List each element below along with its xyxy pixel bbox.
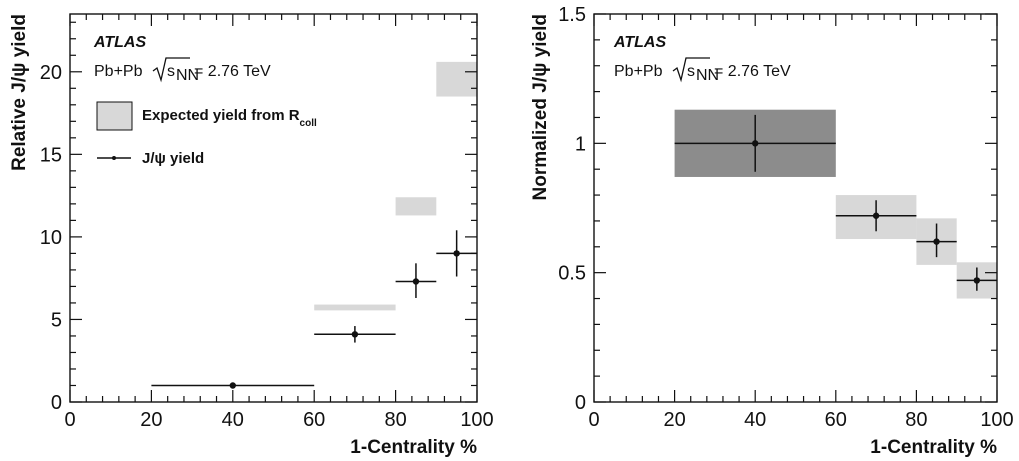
x-tick-label: 20 bbox=[663, 409, 685, 431]
x-tick-label: 60 bbox=[303, 409, 325, 431]
y-tick-label: 10 bbox=[40, 227, 62, 249]
x-axis-title: 1-Centrality % bbox=[350, 437, 477, 458]
collision-nn: NN bbox=[176, 67, 199, 84]
data-point bbox=[973, 277, 981, 284]
collision-base: Pb+Pb bbox=[614, 63, 663, 80]
y-tick-label: 0.5 bbox=[558, 263, 586, 285]
data-point bbox=[412, 278, 420, 285]
x-tick-label: 0 bbox=[64, 409, 75, 431]
expected-yield-boxes bbox=[314, 61, 477, 311]
data-point bbox=[752, 140, 759, 147]
legend: Expected yield from Rcoll J/ψ yield bbox=[96, 101, 317, 167]
x-tick-label: 100 bbox=[460, 409, 493, 431]
data-point bbox=[872, 212, 880, 219]
y-tick-label: 15 bbox=[40, 144, 62, 166]
y-tick-label: 20 bbox=[40, 62, 62, 84]
plot-frame bbox=[593, 13, 998, 403]
collision-s: s bbox=[167, 63, 175, 80]
x-tick-label: 40 bbox=[222, 409, 244, 431]
x-tick-label: 20 bbox=[140, 409, 162, 431]
collision-s: s bbox=[687, 63, 695, 80]
y-axis-title: Relative J/ψ yield bbox=[9, 14, 30, 171]
y-tick-label: 0 bbox=[51, 392, 62, 414]
x-tick-label: 80 bbox=[384, 409, 406, 431]
collision-nn: NN bbox=[696, 67, 719, 84]
data-point bbox=[351, 331, 359, 338]
uncertainty-box bbox=[314, 304, 396, 311]
collision-energy: = 2.76 TeV bbox=[714, 63, 791, 80]
x-axis-title: 1-Centrality % bbox=[870, 437, 997, 458]
axis-tick-labels: 0 20 40 60 80 100 0 0.5 1 1.5 bbox=[558, 4, 1014, 431]
y-tick-label: 5 bbox=[51, 309, 62, 331]
x-tick-label: 100 bbox=[980, 409, 1013, 431]
collision-label: Pb+Pb s NN = 2.76 TeV bbox=[614, 57, 791, 84]
data-point bbox=[453, 250, 460, 257]
x-tick-label: 60 bbox=[825, 409, 847, 431]
relative-yield-panel: 0 20 40 60 80 100 0 5 10 15 20 1-Centrality % Rela… bbox=[9, 13, 494, 458]
atlas-label: ATLAS bbox=[613, 34, 666, 51]
jpsi-normalized-points bbox=[674, 114, 997, 291]
y-tick-label: 0 bbox=[575, 392, 586, 414]
y-tick-label: 1 bbox=[575, 133, 586, 155]
axis-ticks bbox=[593, 13, 998, 403]
normalized-yield-panel: 0 20 40 60 80 100 0 0.5 1 1.5 1-Centrality % Norm… bbox=[530, 4, 1014, 458]
sqrt-icon bbox=[152, 57, 190, 83]
collision-energy: = 2.76 TeV bbox=[194, 63, 271, 80]
y-axis-title: Normalized J/ψ yield bbox=[530, 14, 551, 200]
data-point bbox=[933, 238, 940, 245]
uncertainty-boxes bbox=[674, 109, 997, 299]
x-tick-label: 40 bbox=[744, 409, 766, 431]
data-point bbox=[229, 382, 236, 389]
legend-marker-label: J/ψ yield bbox=[142, 150, 204, 167]
jpsi-yield-points bbox=[151, 230, 477, 389]
collision-base: Pb+Pb bbox=[94, 63, 143, 80]
y-tick-label: 1.5 bbox=[558, 4, 586, 26]
collision-label: Pb+Pb s NN = 2.76 TeV bbox=[94, 57, 271, 84]
sqrt-icon bbox=[672, 57, 710, 83]
legend-box-swatch bbox=[96, 101, 133, 131]
axis-ticks bbox=[69, 14, 478, 403]
x-tick-label: 80 bbox=[905, 409, 927, 431]
plot-frame bbox=[69, 13, 478, 403]
axis-tick-labels: 0 20 40 60 80 100 0 5 10 15 20 bbox=[40, 62, 494, 431]
uncertainty-box bbox=[436, 61, 477, 97]
x-tick-label: 0 bbox=[588, 409, 599, 431]
uncertainty-box bbox=[395, 197, 437, 216]
atlas-label: ATLAS bbox=[93, 34, 146, 51]
legend-marker-dot bbox=[112, 156, 116, 160]
legend-box-label: Expected yield from Rcoll bbox=[142, 107, 317, 129]
